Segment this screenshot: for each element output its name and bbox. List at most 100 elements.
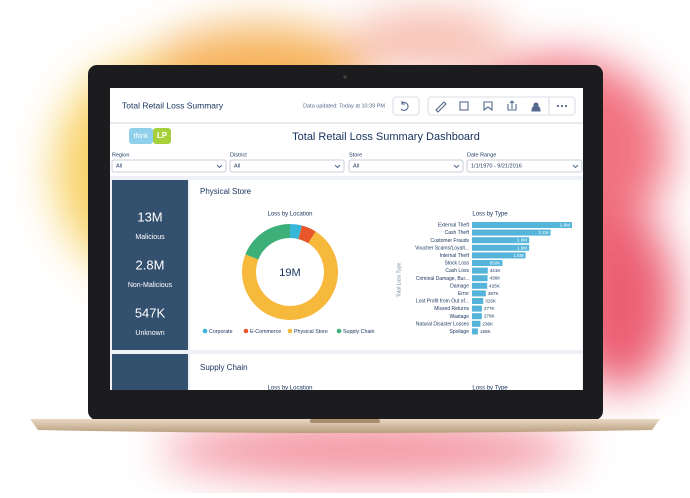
bar-category: Voucher Scams/Loyalt... (415, 245, 469, 251)
kpi-value: 547K (135, 305, 166, 320)
kpi-label: Unknown (135, 330, 164, 337)
content: Physical Store Supply Chain Loss by Loca… (112, 180, 582, 392)
bar-value-label: 1.6M (517, 238, 527, 243)
filter-value: All (353, 163, 359, 169)
kpi-tile-2 (112, 354, 188, 390)
save-icon (459, 101, 469, 111)
logo-lp-box (153, 128, 171, 144)
updated-text: Data updated: Today at 10:39 PM (303, 103, 385, 109)
bar (472, 267, 488, 274)
filter-value: All (116, 163, 122, 169)
bar (472, 237, 530, 244)
bar-value-label: 441K (490, 268, 502, 273)
kpi-value: 13M (137, 209, 162, 224)
bar-value-label: 165K (480, 329, 492, 334)
section-title: Supply Chain (200, 363, 248, 372)
undo-icon (400, 101, 409, 111)
logo-lp: LP (157, 131, 168, 140)
legend-label: E-Commerce (250, 329, 281, 335)
bar (472, 222, 572, 228)
bar-value-label: 850K (490, 261, 502, 266)
filters: Region All District All Store All Date Range 1/… (111, 152, 583, 173)
logo-think: think (134, 133, 149, 140)
filter-select[interactable] (111, 159, 227, 173)
filter-label: Store (349, 152, 362, 158)
filter-label: Date Range (467, 152, 496, 158)
filter-select[interactable] (466, 159, 583, 173)
filter-value: 1/1/1970 - 9/21/2016 (471, 163, 522, 169)
bar (472, 298, 484, 304)
bar-value-label: 277K (484, 306, 496, 311)
bar (472, 290, 486, 297)
bar (472, 244, 530, 251)
save-button[interactable] (452, 97, 476, 115)
undo-button[interactable] (392, 96, 420, 116)
bar (472, 260, 503, 266)
bar (472, 275, 488, 282)
chart-title: Loss by Type (472, 386, 508, 392)
bar-category: External Theft (438, 223, 470, 229)
bar-value-label: 1.5M (513, 253, 523, 258)
legend-label: Corporate (209, 329, 233, 335)
kpi-tile (112, 180, 188, 350)
dropdown-arrow (453, 164, 460, 169)
bar-value-label: 2.8M (560, 223, 570, 228)
filter-select[interactable] (229, 159, 345, 173)
donut-segment (290, 224, 302, 240)
legend-swatch (202, 328, 208, 334)
bar (472, 252, 526, 259)
bar-category: Stock Loss (445, 261, 470, 267)
dropdown-arrow (334, 164, 341, 169)
bar (472, 305, 482, 312)
dropdown-arrow (572, 164, 579, 169)
bar-category: Spoilage (450, 329, 470, 335)
subscribe-icon (483, 101, 493, 112)
legend-swatch (287, 328, 293, 334)
kpi-label: Malicious (135, 234, 165, 241)
bar-value-label: 436K (490, 276, 502, 281)
more-icon (556, 104, 568, 108)
donut-segment (245, 224, 290, 260)
share-icon (507, 100, 517, 111)
bar-category: Damage (450, 283, 469, 289)
bar-category: Internal Theft (440, 253, 470, 259)
follow-icon (531, 102, 541, 112)
laptop-base (30, 419, 660, 433)
bar-category: Lost Profit from Out of... (416, 299, 469, 305)
kpi-value: 2.8M (136, 257, 165, 272)
legend-swatch (243, 328, 249, 334)
supply-chain-panel (190, 354, 582, 390)
bar (472, 320, 481, 327)
dropdown-arrow (216, 164, 223, 169)
bar-value-label: 387K (488, 291, 500, 296)
bar-category: Criminal Damage, Bur... (416, 276, 469, 282)
legend-label: Physical Store (294, 329, 328, 335)
bar-category: Customer Frauds (430, 238, 469, 244)
filter-select[interactable] (348, 159, 464, 173)
subscribe-button[interactable] (476, 97, 500, 115)
bar-category: Cash Loss (445, 268, 469, 274)
toolbar (392, 96, 576, 116)
donut-segment (242, 231, 338, 321)
bar-category: Natural Disaster Losses (416, 321, 470, 327)
bar-value-label: 2.2M (538, 230, 548, 235)
filter-label: Region (112, 152, 129, 158)
center-label: 19M (279, 267, 300, 279)
bar-category: Error (458, 291, 469, 297)
legend-swatch (336, 328, 342, 334)
logo: think LP (129, 128, 171, 144)
donut-segment (298, 225, 316, 244)
filter-label: District (230, 152, 247, 158)
bar-value-label: 236K (482, 321, 494, 326)
bar (472, 313, 482, 320)
filter-value: All (234, 163, 240, 169)
kpi-label: Non-Malicious (128, 282, 173, 289)
dashboard-title: Total Retail Loss Summary Dashboard (292, 131, 480, 143)
camera (343, 75, 347, 79)
axis-title: Total Loss Type (396, 262, 402, 297)
chart-title: Loss by Location (267, 212, 312, 218)
chart-title: Loss by Type (472, 212, 508, 218)
edit-icon (435, 101, 447, 113)
bar (472, 282, 488, 289)
